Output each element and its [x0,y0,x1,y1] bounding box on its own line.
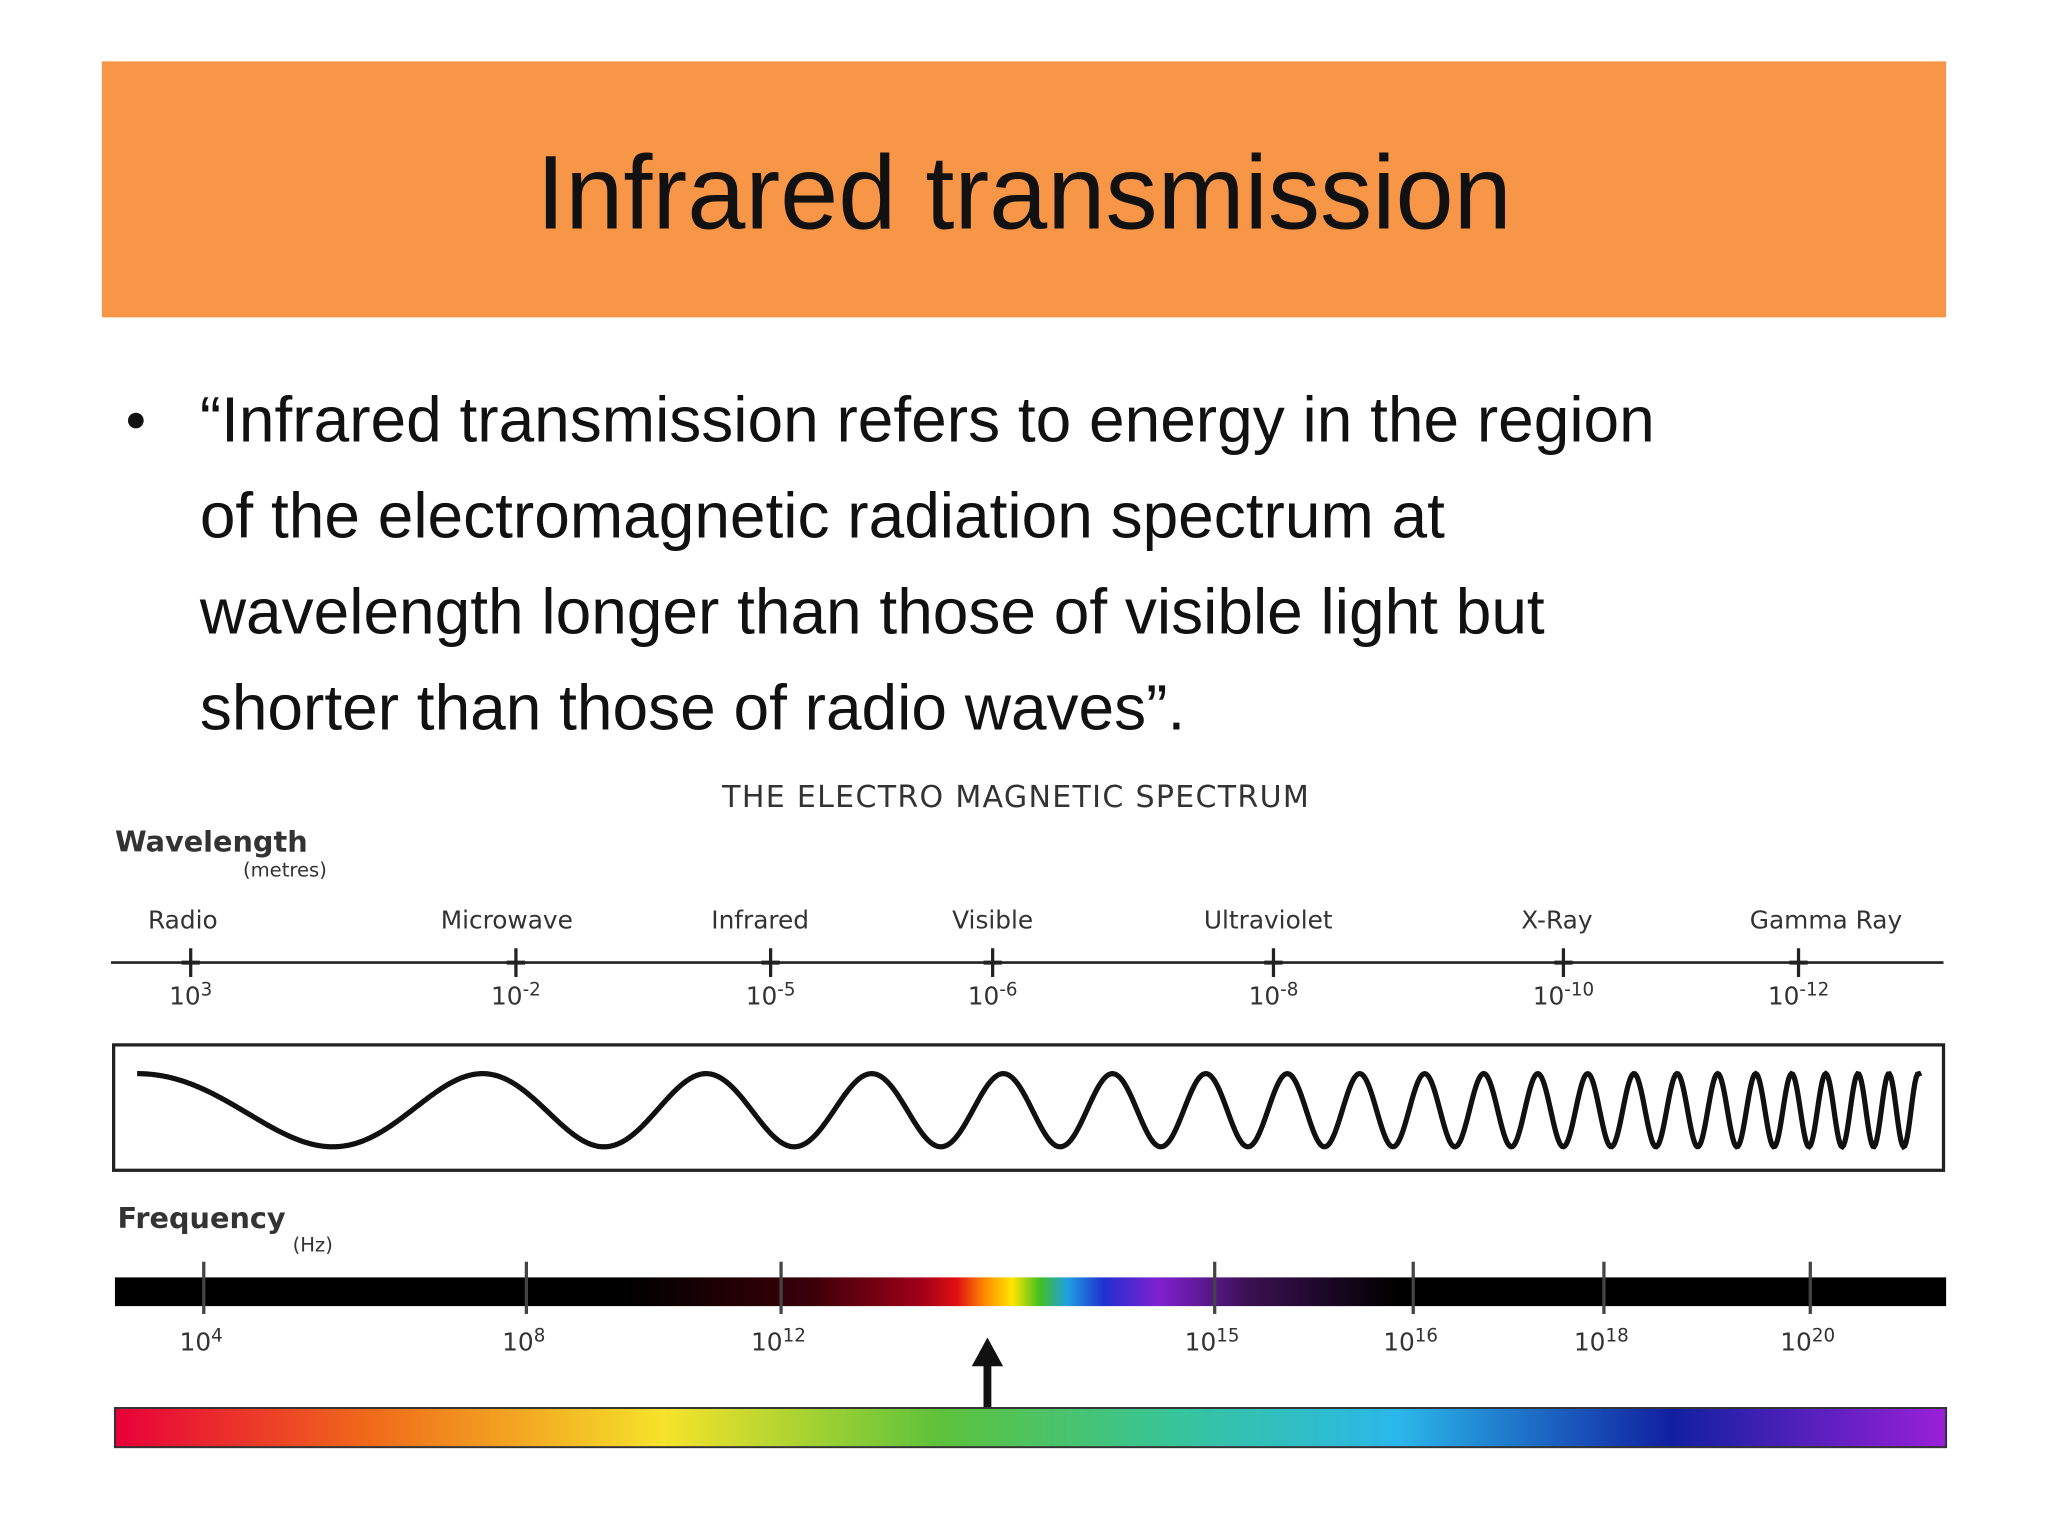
band-wavelength: 10-8 [1249,979,1299,1010]
frequency-label: Frequency [118,1201,286,1235]
frequency-tick-label: 1018 [1574,1325,1629,1356]
frequency-tick-label: 108 [502,1325,545,1356]
power-exponent: 3 [201,979,213,1000]
power-base: 10 [169,981,201,1010]
bullet-dot [128,412,144,429]
power-base: 10 [1533,981,1565,1010]
power-exponent: -8 [1280,979,1298,1000]
power-exponent: 16 [1415,1325,1438,1346]
band-wavelength: 10-5 [746,979,796,1010]
power-base: 10 [1249,981,1281,1010]
power-exponent: 12 [783,1325,806,1346]
power-base: 10 [1768,981,1800,1010]
frequency-tick-label: 1020 [1780,1325,1835,1356]
wavelength-label: Wavelength [115,825,308,859]
power-base: 10 [1185,1328,1217,1357]
power-exponent: 15 [1216,1325,1239,1346]
power-base: 10 [180,1328,212,1357]
band-name: Visible [952,906,1033,935]
power-base: 10 [1574,1328,1606,1357]
band-group: Radio103Microwave10-2Infrared10-5Visible… [148,906,1902,1011]
frequency-tick-label: 1012 [751,1325,806,1356]
slide-title: Infrared transmission [536,135,1511,252]
power-base: 10 [968,981,1000,1010]
frequency-unit: (Hz) [293,1233,333,1256]
power-base: 10 [502,1328,534,1357]
frequency-group: 104 108 1012 1015 1016 1018 1020 [180,1261,1835,1357]
power-exponent: 20 [1812,1325,1835,1346]
band-wavelength: 103 [169,979,212,1010]
bullet-line: shorter than those of radio waves”. [200,671,1185,743]
band-name: Ultraviolet [1204,906,1333,935]
wavelength-unit: (metres) [243,858,327,881]
power-exponent: -10 [1564,979,1594,1000]
figure-title: THE ELECTRO MAGNETIC SPECTRUM [721,780,1310,815]
frequency-tick-label: 1015 [1185,1325,1240,1356]
band-name: Infrared [711,906,809,935]
visible-spectrum-bar [113,1407,1948,1449]
header-band [101,61,1947,318]
bullet-text: “Infrared transmission refers to energy … [199,383,1655,743]
power-exponent: -2 [523,979,541,1000]
band-name: Gamma Ray [1750,906,1902,935]
power-base: 10 [746,981,778,1010]
power-exponent: -5 [777,979,795,1000]
power-base: 10 [1383,1328,1415,1357]
band-name: Microwave [441,906,573,935]
bullet-line: of the electromagnetic radiation spectru… [200,479,1445,551]
band-wavelength: 10-12 [1768,979,1829,1010]
power-exponent: 4 [211,1325,223,1346]
power-base: 10 [751,1328,783,1357]
band-wavelength: 10-10 [1533,979,1594,1010]
power-exponent: -12 [1799,979,1829,1000]
frequency-tick-label: 1016 [1383,1325,1438,1356]
power-exponent: -6 [999,979,1017,1000]
power-exponent: 18 [1605,1325,1628,1346]
band-wavelength: 10-2 [491,979,541,1010]
wave [137,1070,1923,1151]
band-name: Radio [148,906,218,935]
power-exponent: 8 [534,1325,546,1346]
bullet-line: “Infrared transmission refers to energy … [200,383,1655,455]
power-base: 10 [491,981,523,1010]
frequency-tick-label: 104 [180,1325,223,1356]
spectrum-bar [114,1277,1947,1307]
arrow-head [971,1337,1004,1367]
band-name: X-Ray [1521,906,1592,935]
power-base: 10 [1780,1328,1812,1357]
band-wavelength: 10-6 [968,979,1018,1010]
bullet-line: wavelength longer than those of visible … [199,575,1545,647]
